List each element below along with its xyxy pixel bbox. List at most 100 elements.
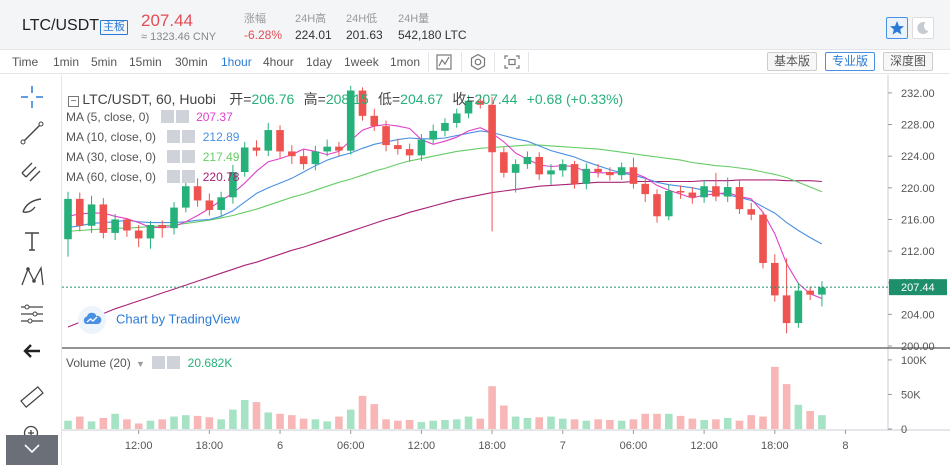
volume-bar xyxy=(771,366,779,429)
interval-30min[interactable]: 30min xyxy=(175,55,208,69)
close-icon[interactable] xyxy=(182,150,196,163)
price-tick-label: 216.00 xyxy=(901,214,935,226)
settings-icon[interactable] xyxy=(160,110,174,123)
candle-body xyxy=(723,187,732,197)
toolbar-divider xyxy=(428,52,429,72)
volume-bar xyxy=(806,411,814,429)
stat-label: 24H量 xyxy=(398,13,430,25)
ma10-legend[interactable]: MA (10, close, 0) 212.89 xyxy=(66,130,239,144)
stat-value: -6.28% xyxy=(244,28,283,42)
volume-bar xyxy=(664,413,673,429)
ma5-line xyxy=(67,123,823,300)
collapse-legend-icon[interactable]: − xyxy=(68,96,79,107)
open-label: 开= xyxy=(229,91,252,107)
candle-body xyxy=(217,197,225,210)
candle-body xyxy=(264,130,273,151)
candle-body xyxy=(523,156,532,165)
stat-volume: 24H量 542,180 LTC xyxy=(398,12,467,44)
time-tick-label: 06:00 xyxy=(337,440,365,452)
ruler-tool[interactable] xyxy=(18,383,46,411)
view-basic-button[interactable]: 基本版 xyxy=(767,52,818,71)
interval-1week[interactable]: 1week xyxy=(344,55,379,69)
candle-body xyxy=(323,146,331,152)
price-tick-label: 232.00 xyxy=(901,88,935,100)
ma30-line xyxy=(67,144,823,232)
measure-tool[interactable] xyxy=(18,299,46,327)
volume-bar xyxy=(134,423,143,429)
close-icon[interactable] xyxy=(175,110,189,123)
board-badge[interactable]: 主板 xyxy=(100,20,128,35)
ma30-legend[interactable]: MA (30, close, 0) 217.49 xyxy=(66,150,239,164)
volume-bar xyxy=(476,418,485,429)
volume-bar xyxy=(759,416,767,429)
price-volume-chart[interactable]: 232.00 228.00 224.00 220.00 216.00 212.00 208.… xyxy=(62,75,950,465)
crosshair-tool[interactable] xyxy=(18,83,46,111)
candle-body xyxy=(582,168,591,184)
candle-body xyxy=(558,164,567,171)
interval-15min[interactable]: 15min xyxy=(129,55,162,69)
view-pro-button[interactable]: 专业版 xyxy=(825,52,876,71)
volume-bar xyxy=(264,412,273,429)
chart-area[interactable]: 232.00 228.00 224.00 220.00 216.00 212.00 208.… xyxy=(62,75,950,465)
interval-1hour[interactable]: 1hour xyxy=(221,55,252,69)
ma60-legend[interactable]: MA (60, close, 0) 220.78 xyxy=(66,170,239,184)
candle-body xyxy=(782,295,791,324)
interval-1mon[interactable]: 1mon xyxy=(390,55,421,69)
settings-icon[interactable] xyxy=(167,170,181,183)
volume-bar xyxy=(535,417,543,429)
settings-icon[interactable] xyxy=(167,130,181,143)
time-tick-label: 18:00 xyxy=(761,440,789,452)
volume-bar xyxy=(358,395,367,429)
stat-change: 涨幅 -6.28% xyxy=(244,12,282,44)
volume-legend[interactable]: Volume (20) ▼ 20.682K xyxy=(66,356,232,370)
remove-drawings-tool[interactable] xyxy=(18,337,46,365)
close-icon[interactable] xyxy=(182,170,196,183)
volume-tick-label: 50K xyxy=(901,389,921,401)
favorite-button[interactable] xyxy=(886,17,908,39)
chevron-down-icon[interactable]: ▼ xyxy=(136,359,145,369)
candle-body xyxy=(594,168,602,172)
candle-body xyxy=(511,164,520,173)
price-tick-label: 228.00 xyxy=(901,120,935,132)
time-tick-label: 12:00 xyxy=(125,440,153,452)
brush-tool[interactable] xyxy=(18,191,46,219)
text-tool[interactable] xyxy=(18,227,46,255)
candle-body xyxy=(535,156,543,175)
volume-bar xyxy=(617,420,626,429)
settings-icon[interactable] xyxy=(152,356,166,369)
fib-tool[interactable] xyxy=(18,155,46,183)
stat-value: 542,180 LTC xyxy=(398,28,467,42)
interval-1day[interactable]: 1day xyxy=(306,55,333,69)
interval-5min[interactable]: 5min xyxy=(91,55,118,69)
ma5-legend[interactable]: MA (5, close, 0) 207.37 xyxy=(66,110,233,124)
stat-high: 24H高 224.01 xyxy=(295,12,332,44)
close-icon[interactable] xyxy=(167,356,181,369)
interval-time[interactable]: Time xyxy=(12,55,39,69)
interval-4hour[interactable]: 4hour xyxy=(263,55,294,69)
interval-1min[interactable]: 1min xyxy=(53,55,80,69)
settings-icon[interactable] xyxy=(167,150,181,163)
last-price: 207.44 xyxy=(141,11,193,30)
candle-body xyxy=(134,230,143,239)
volume-bar xyxy=(229,409,237,429)
candle-body xyxy=(794,290,803,324)
pattern-tool[interactable] xyxy=(18,263,46,291)
drawing-toolbar xyxy=(0,75,62,465)
volume-bar xyxy=(252,402,261,429)
screenshot-button[interactable] xyxy=(501,52,523,72)
view-depth-button[interactable]: 深度图 xyxy=(883,52,934,71)
candle-body xyxy=(629,167,638,184)
volume-bar xyxy=(323,421,331,429)
theme-toggle-button[interactable] xyxy=(912,17,934,39)
indicator-button[interactable] xyxy=(433,52,455,72)
volume-bar xyxy=(511,416,520,429)
settings-button[interactable] xyxy=(467,52,489,72)
candle-body xyxy=(358,90,367,116)
collapse-toolbar-button[interactable] xyxy=(6,435,58,465)
tradingview-watermark[interactable]: Chart by TradingView xyxy=(78,306,240,334)
volume-bar xyxy=(170,416,178,429)
volume-bar xyxy=(464,416,473,429)
trend-line-tool[interactable] xyxy=(18,119,46,147)
close-icon[interactable] xyxy=(182,130,196,143)
candle-body xyxy=(182,186,190,208)
